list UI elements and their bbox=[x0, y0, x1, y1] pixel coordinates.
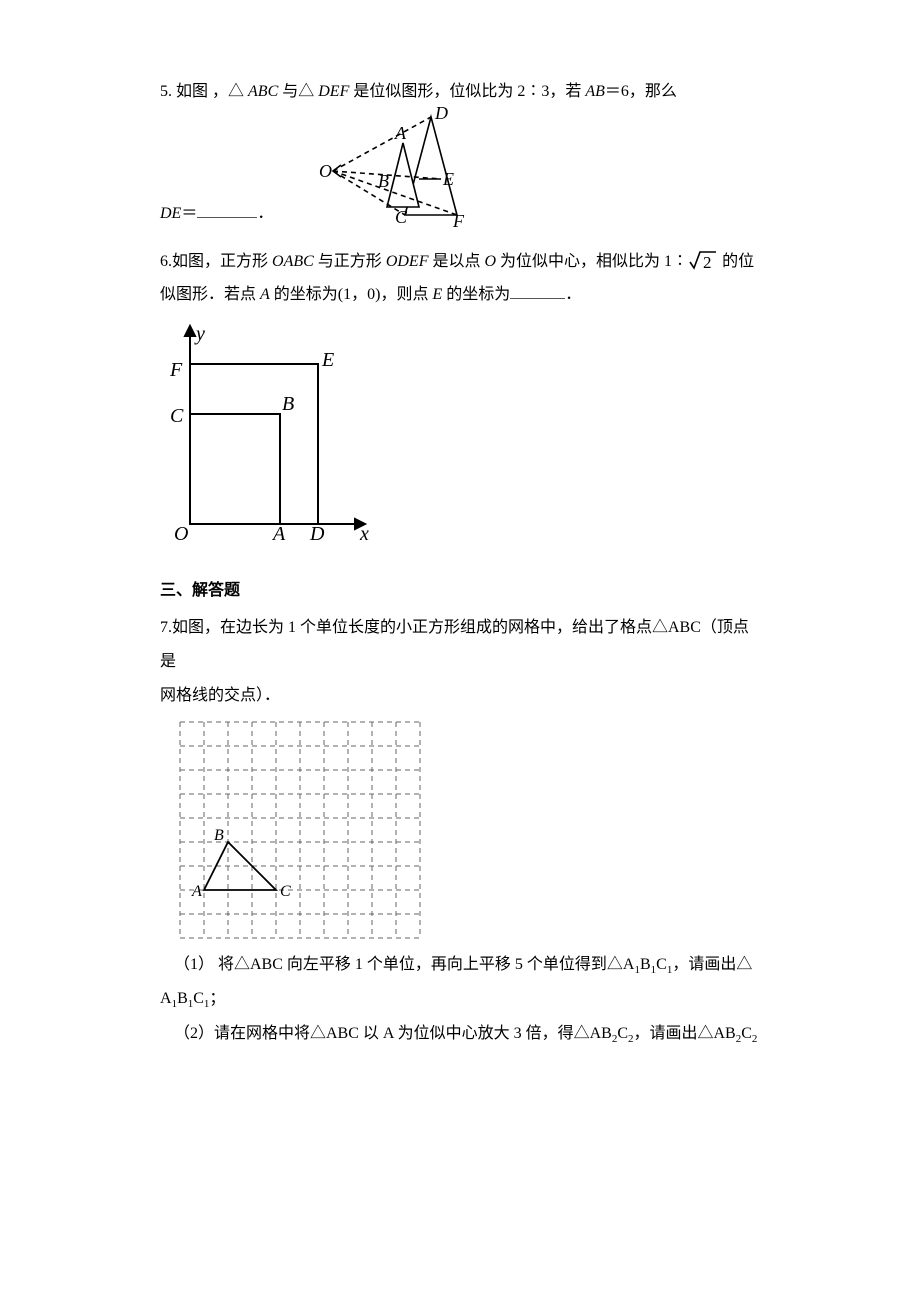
q6-a1: 6.如图，正方形 bbox=[160, 253, 272, 270]
q5-fig-F: F bbox=[452, 211, 465, 231]
q5-fig-C: C bbox=[395, 207, 408, 227]
q6-fig-D: D bbox=[309, 523, 325, 544]
q5-blank bbox=[197, 199, 257, 218]
q6-fig-A: A bbox=[271, 523, 286, 544]
q7s2d: C bbox=[741, 1025, 752, 1042]
sqrt2: 2 bbox=[688, 248, 718, 272]
q6-fig-y: y bbox=[194, 323, 205, 345]
q7-fig-A: A bbox=[191, 883, 202, 900]
q7-line1: 7.如图，在边长为 1 个单位长度的小正方形组成的网格中，给出了格点△ABC（顶… bbox=[160, 611, 760, 678]
q6-b1: 似图形．若点 bbox=[160, 286, 260, 303]
q5-fig-A: A bbox=[394, 123, 407, 143]
q6-b3: 的坐标为 bbox=[442, 286, 510, 303]
q5-text-b: 与△ bbox=[278, 83, 318, 100]
q6-a4: 为位似中心，相似比为 1∶ bbox=[496, 253, 688, 270]
q6-b2: 的坐标为(1，0)，则点 bbox=[270, 286, 433, 303]
q6-Elab: E bbox=[432, 286, 442, 303]
q6-blank bbox=[510, 281, 565, 300]
q7-fig-B: B bbox=[214, 827, 224, 844]
q7s1c: C bbox=[656, 956, 667, 973]
q7-figure: A B C bbox=[170, 712, 760, 942]
q7s2b: C bbox=[617, 1025, 628, 1042]
q6-fig-x: x bbox=[359, 523, 369, 544]
q7s1b: B bbox=[640, 956, 651, 973]
q5-fig-B: B bbox=[378, 171, 389, 191]
q6-a3: 是以点 bbox=[428, 253, 484, 270]
q5-period: ． bbox=[257, 205, 273, 222]
q6-fig-C: C bbox=[170, 405, 184, 427]
q7s2c: ，请画出△AB bbox=[633, 1025, 735, 1042]
q6-figure: y x O A D C F B E bbox=[160, 314, 760, 544]
q6-o: O bbox=[484, 253, 496, 270]
q5-fig-E: E bbox=[442, 169, 454, 189]
q6-fig-O: O bbox=[174, 523, 188, 544]
q6-fig-F: F bbox=[169, 359, 183, 381]
q6-a5: 的位 bbox=[718, 253, 754, 270]
q7s1l2d: ； bbox=[209, 990, 225, 1007]
sqrt2-val: 2 bbox=[703, 253, 712, 272]
q7-fig-C: C bbox=[280, 883, 291, 900]
q7s2-2d: 2 bbox=[752, 1033, 758, 1045]
q7s1l2b: B bbox=[177, 990, 188, 1007]
q5-fig-O: O bbox=[319, 161, 332, 181]
q6-period: ． bbox=[565, 286, 581, 303]
q5-text-c: 是位似图形，位似比为 2∶3，若 bbox=[349, 83, 585, 100]
q6-odef: ODEF bbox=[386, 253, 429, 270]
q7s1l2a: A bbox=[160, 990, 172, 1007]
q7-sub1-line1: （1） 将△ABC 向左平移 1 个单位，再向上平移 5 个单位得到△A1B1C… bbox=[160, 948, 760, 982]
q5-row2: DE＝． bbox=[160, 103, 760, 231]
page: 5. 如图 ，△ ABC 与△ DEF 是位似图形，位似比为 2∶3，若 AB＝… bbox=[0, 0, 920, 1302]
q7-sub1-line2: A1B1C1； bbox=[160, 982, 760, 1016]
q7s1d: ，请画出△ bbox=[672, 956, 752, 973]
q5-eq: ＝ bbox=[181, 205, 197, 222]
section-3-heading: 三、解答题 bbox=[160, 574, 760, 608]
q6-fig-E: E bbox=[321, 349, 334, 371]
q5-ab: AB bbox=[585, 83, 605, 100]
q5-abc: ABC bbox=[248, 83, 278, 100]
q7-line2: 网格线的交点）． bbox=[160, 679, 760, 713]
q6-line2: 似图形．若点 A 的坐标为(1，0)，则点 E 的坐标为 ． bbox=[160, 278, 760, 312]
q5-de: DE bbox=[160, 205, 181, 222]
q7-sub2: （2）请在网格中将△ABC 以 A 为位似中心放大 3 倍，得△AB2C2，请画… bbox=[160, 1017, 760, 1051]
q6-fig-B: B bbox=[282, 393, 294, 415]
q6-Alab: A bbox=[260, 286, 270, 303]
q7s1a: （1） 将△ABC 向左平移 1 个单位，再向上平移 5 个单位得到△A bbox=[174, 956, 634, 973]
q7s2a: （2）请在网格中将△ABC 以 A 为位似中心放大 3 倍，得△AB bbox=[174, 1025, 612, 1042]
q6-a2: 与正方形 bbox=[314, 253, 386, 270]
q5-def: DEF bbox=[318, 83, 349, 100]
q5-text-d: ＝6，那么 bbox=[605, 83, 677, 100]
q6-line1: 6.如图，正方形 OABC 与正方形 ODEF 是以点 O 为位似中心，相似比为… bbox=[160, 245, 760, 279]
q7s1l2c: C bbox=[193, 990, 204, 1007]
q5-de-block: DE＝ ． bbox=[160, 197, 273, 231]
q5-fig-D: D bbox=[434, 103, 448, 123]
q6-oabc: OABC bbox=[272, 253, 314, 270]
q5-figure: O A B C D E F bbox=[313, 103, 473, 231]
q5-text-a: 5. 如图 ，△ bbox=[160, 83, 248, 100]
